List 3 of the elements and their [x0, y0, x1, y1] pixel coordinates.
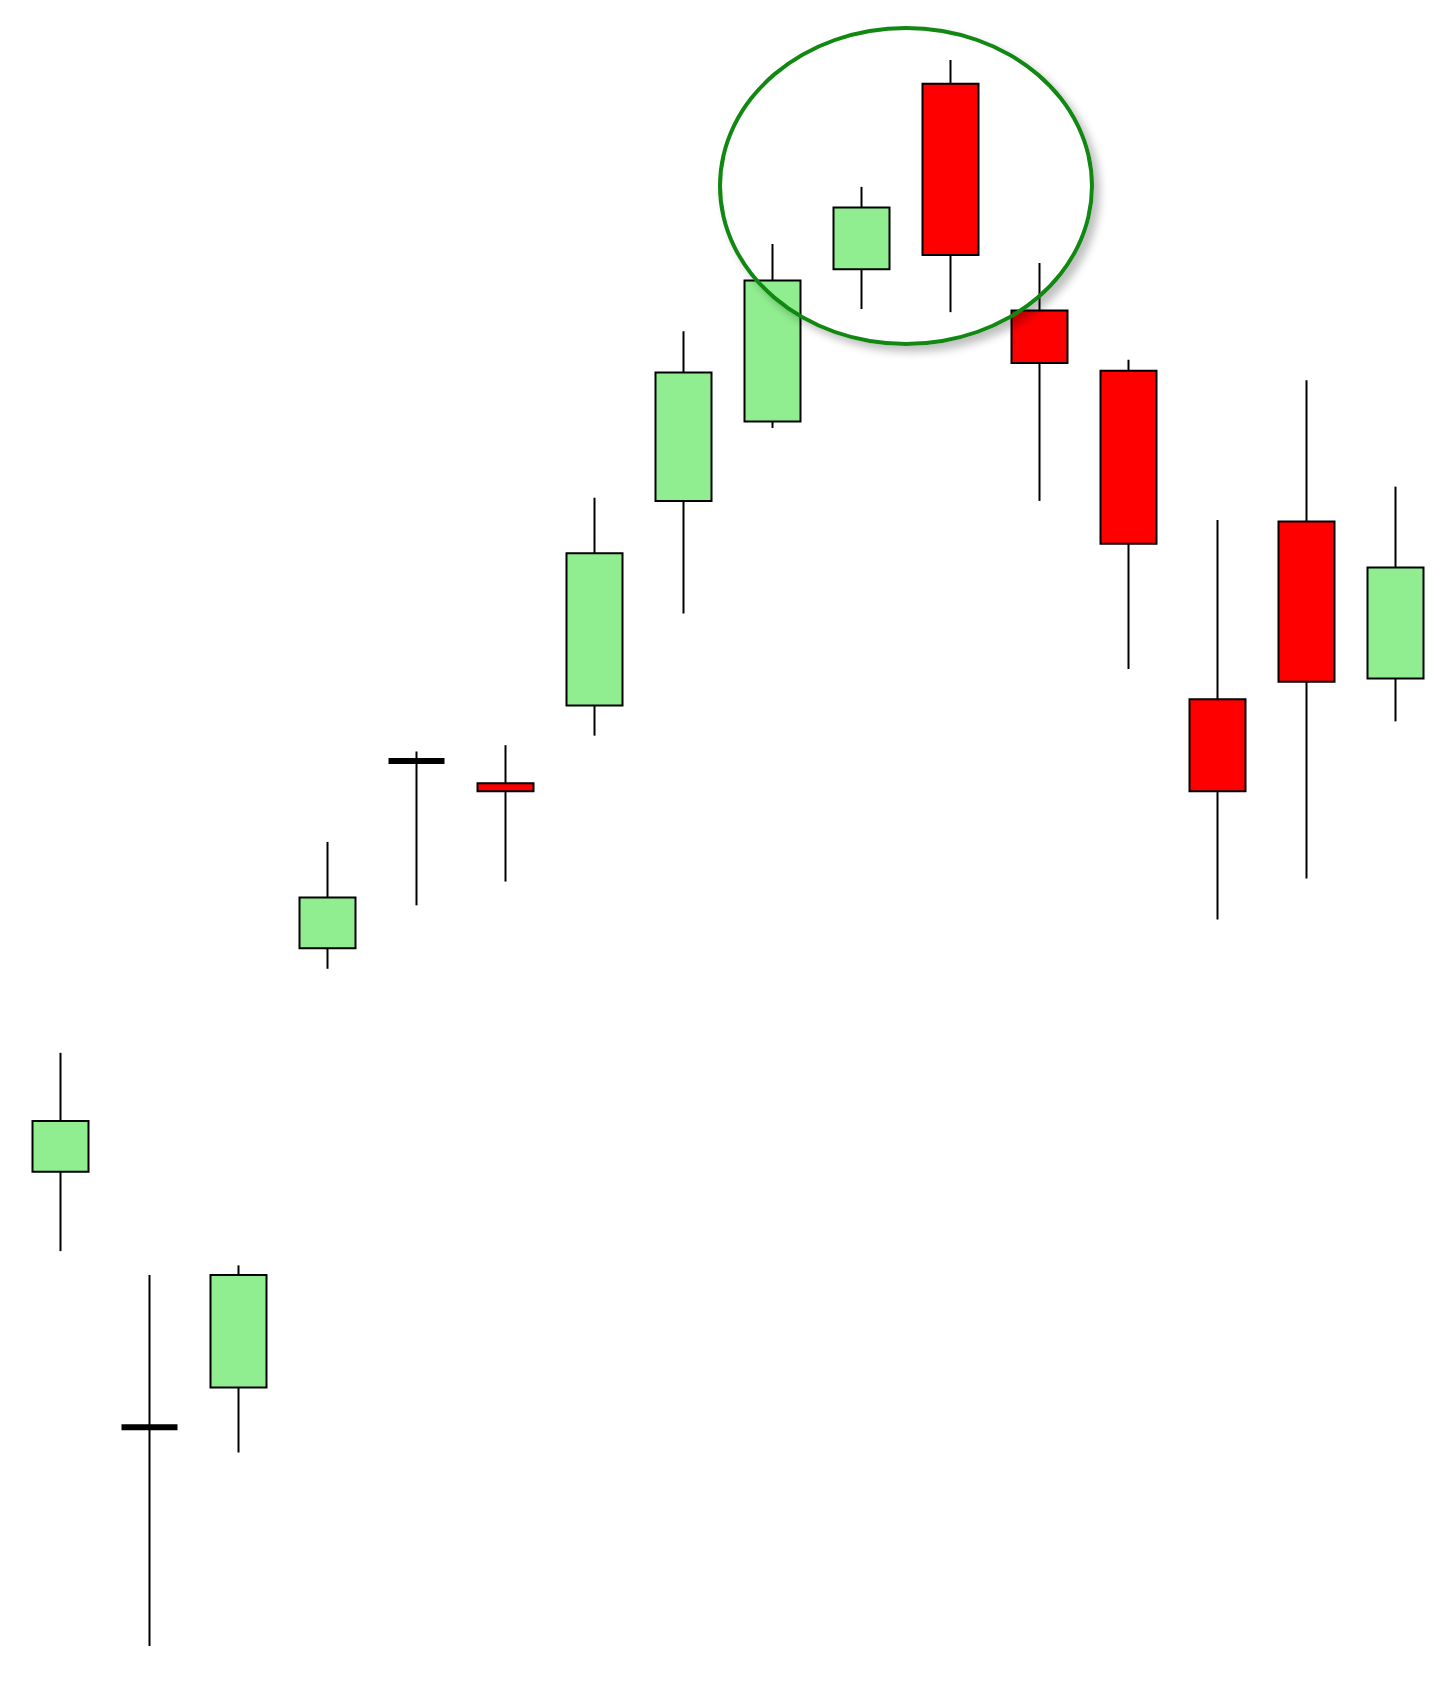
candlestick: [121, 1273, 178, 1647]
candlestick: [388, 750, 445, 907]
candlestick: [476, 744, 535, 883]
